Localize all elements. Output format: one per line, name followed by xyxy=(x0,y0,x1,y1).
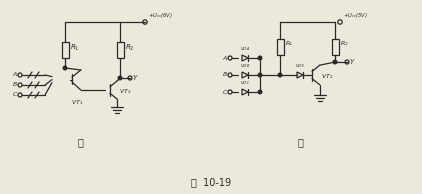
Text: $VD_C$: $VD_C$ xyxy=(240,79,250,87)
Circle shape xyxy=(333,60,337,64)
Text: $R_2$: $R_2$ xyxy=(125,43,135,53)
Text: C: C xyxy=(13,93,17,98)
Circle shape xyxy=(258,73,262,77)
Text: $VT_2$: $VT_2$ xyxy=(119,87,131,96)
Circle shape xyxy=(258,56,262,60)
Circle shape xyxy=(278,73,282,77)
Circle shape xyxy=(258,90,262,94)
Text: $+U_{cc}$(6V): $+U_{cc}$(6V) xyxy=(148,11,173,20)
Text: $VD_B$: $VD_B$ xyxy=(240,62,250,70)
Bar xyxy=(332,39,338,55)
Text: 乙: 乙 xyxy=(297,137,303,147)
Bar xyxy=(116,42,124,58)
Text: $+U_{cc}$(5V): $+U_{cc}$(5V) xyxy=(343,11,368,20)
Bar xyxy=(276,39,284,55)
Text: $VD_E$: $VD_E$ xyxy=(295,62,305,70)
Bar xyxy=(62,42,68,58)
Circle shape xyxy=(118,76,122,80)
Circle shape xyxy=(63,66,67,70)
Text: $VT_2$: $VT_2$ xyxy=(321,73,333,81)
Text: A: A xyxy=(13,73,17,77)
Text: 甲: 甲 xyxy=(77,137,83,147)
Text: $R_1$: $R_1$ xyxy=(70,43,79,53)
Text: A: A xyxy=(223,55,227,61)
Text: 图  10-19: 图 10-19 xyxy=(191,177,231,187)
Text: $R_L$: $R_L$ xyxy=(285,40,294,48)
Text: B: B xyxy=(223,73,227,77)
Text: Y: Y xyxy=(350,59,354,65)
Text: $VT_1$: $VT_1$ xyxy=(71,98,83,107)
Text: Y: Y xyxy=(133,75,137,81)
Text: $VD_A$: $VD_A$ xyxy=(240,45,250,53)
Text: C: C xyxy=(223,89,227,94)
Text: B: B xyxy=(13,82,17,87)
Text: $R_2$: $R_2$ xyxy=(340,40,349,48)
